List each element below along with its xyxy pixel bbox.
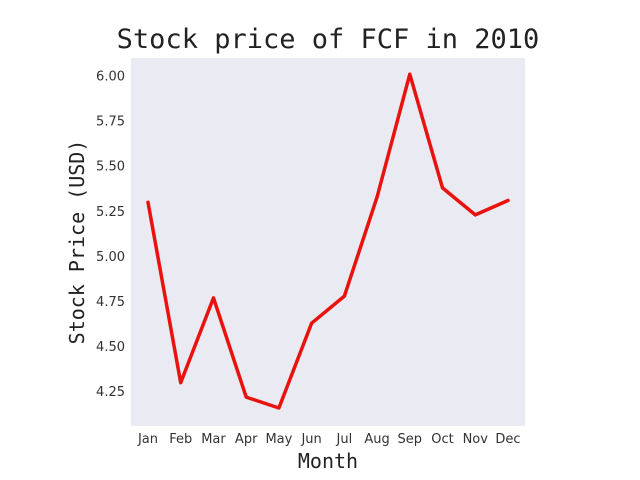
x-tick-label: Apr [235, 432, 258, 447]
y-tick-label: 4.75 [96, 295, 125, 310]
x-tick-label: Nov [463, 432, 489, 447]
y-tick-label: 5.50 [96, 160, 125, 175]
x-tick-label: Aug [364, 432, 389, 447]
x-tick-label: Jul [336, 432, 353, 447]
y-tick-label: 5.00 [96, 250, 125, 265]
x-tick-label: Feb [169, 432, 192, 447]
x-tick-label: May [265, 432, 292, 447]
x-tick-label: Oct [431, 432, 453, 447]
x-tick-label: Jun [300, 432, 321, 447]
y-tick-label: 5.75 [96, 115, 125, 130]
x-tick-label: Dec [495, 432, 520, 447]
x-axis-ticks: Jan Feb Mar Apr May Jun Jul Aug Sep Oct Nov Dec [137, 432, 521, 447]
chart-title: Stock price of FCF in 2010 [117, 24, 540, 55]
y-axis-ticks: 4.25 4.50 4.75 5.00 5.25 5.50 5.75 6.00 [96, 70, 125, 401]
y-tick-label: 4.25 [96, 385, 125, 400]
y-tick-label: 4.50 [96, 340, 125, 355]
x-axis-label: Month [298, 449, 358, 473]
series-line [146, 72, 510, 410]
x-tick-label: Jan [137, 432, 158, 447]
y-tick-label: 5.25 [96, 205, 125, 220]
y-axis-label: Stock Price (USD) [65, 140, 89, 345]
x-tick-label: Mar [201, 432, 226, 447]
series-layer [146, 72, 510, 410]
x-tick-label: Sep [398, 432, 423, 447]
y-tick-label: 6.00 [96, 70, 125, 85]
plot-area [131, 58, 525, 426]
